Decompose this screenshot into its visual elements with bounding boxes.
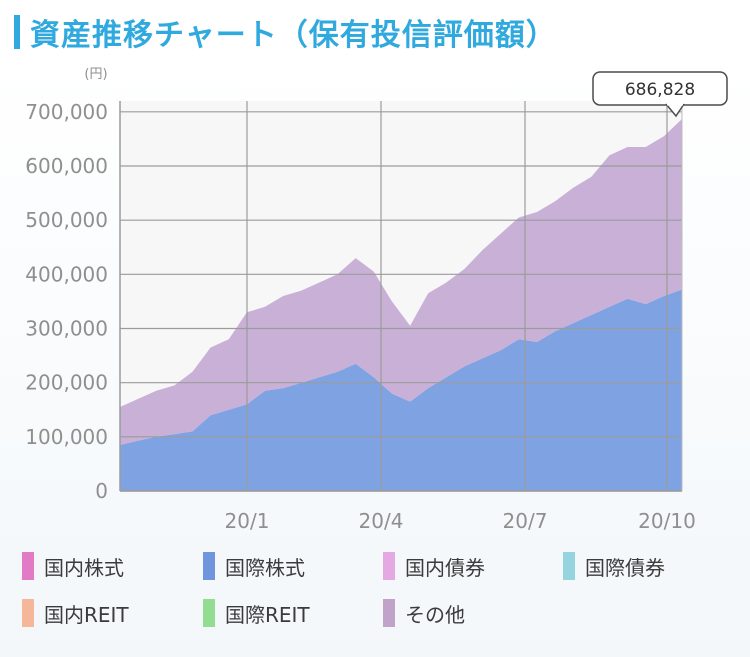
area-series-0 <box>120 289 682 491</box>
legend-item-intl-bond[interactable]: 国際債券 <box>563 552 665 580</box>
chart-legend: 国内株式 国際株式 国内債券 国際債券 国内REIT 国際REIT その他 <box>22 552 742 652</box>
legend-swatch <box>563 552 575 580</box>
x-tick-label: 20/1 <box>225 509 270 533</box>
legend-swatch <box>383 599 395 627</box>
callout-value: 686,828 <box>625 80 695 100</box>
legend-label: 国際株式 <box>225 555 305 580</box>
legend-swatch <box>22 599 34 627</box>
legend-swatch <box>203 599 215 627</box>
y-tick-label: 500,000 <box>25 208 108 232</box>
legend-label: 国際REIT <box>225 602 310 627</box>
y-tick-label: 100,000 <box>25 425 108 449</box>
legend-label: 国内株式 <box>44 555 124 580</box>
y-tick-label: 0 <box>95 479 108 503</box>
legend-swatch <box>383 552 395 580</box>
y-tick-label: 400,000 <box>25 262 108 286</box>
area-series-1 <box>120 119 682 445</box>
x-tick-label: 20/4 <box>359 509 404 533</box>
legend-label: 国際債券 <box>585 555 665 580</box>
legend-label: 国内債券 <box>405 555 485 580</box>
legend-swatch <box>203 552 215 580</box>
title-block: 資産推移チャート（保有投信評価額） <box>14 12 557 53</box>
legend-label: その他 <box>405 602 465 627</box>
legend-swatch <box>22 552 34 580</box>
asset-chart: 0 100,000 200,000 300,000 400,000 500,000 600,… <box>25 67 728 533</box>
title-accent-bar <box>14 15 20 49</box>
legend-item-domestic-reit[interactable]: 国内REIT <box>22 599 129 627</box>
y-tick-label: 200,000 <box>25 371 108 395</box>
legend-item-intl-reit[interactable]: 国際REIT <box>203 599 310 627</box>
x-tick-label: 20/10 <box>638 509 696 533</box>
y-tick-label: 300,000 <box>25 317 108 341</box>
y-tick-label: 700,000 <box>25 100 108 124</box>
page-title: 資産推移チャート（保有投信評価額） <box>30 18 557 53</box>
callout-pointer <box>665 103 685 118</box>
legend-item-domestic-stock[interactable]: 国内株式 <box>22 552 124 580</box>
legend-item-intl-stock[interactable]: 国際株式 <box>203 552 305 580</box>
callout-box <box>592 71 728 106</box>
legend-item-other[interactable]: その他 <box>383 599 465 627</box>
legend-label: 国内REIT <box>44 602 129 627</box>
x-tick-label: 20/7 <box>503 509 548 533</box>
legend-item-domestic-bond[interactable]: 国内債券 <box>383 552 485 580</box>
y-unit-label: (円) <box>84 67 107 82</box>
y-tick-label: 600,000 <box>25 154 108 178</box>
